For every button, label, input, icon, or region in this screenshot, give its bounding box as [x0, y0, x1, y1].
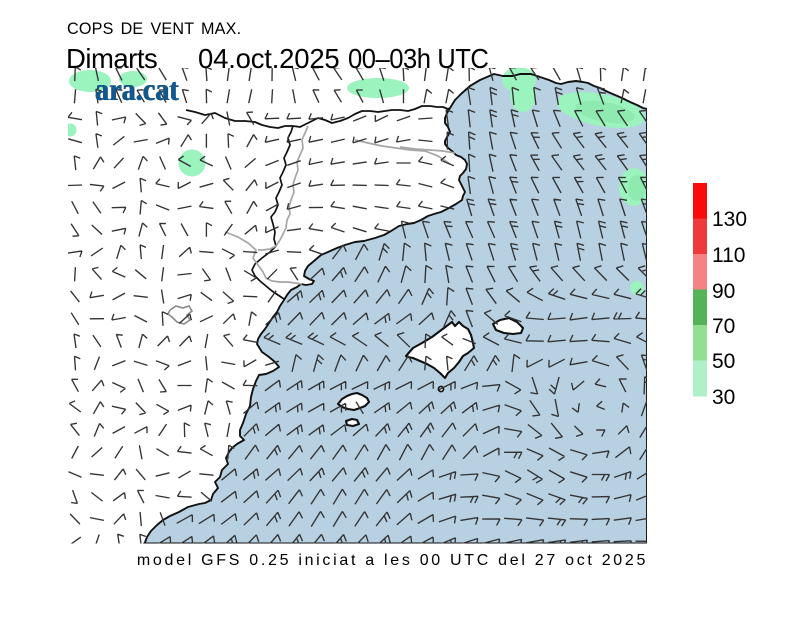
svg-text:110: 110: [712, 244, 745, 267]
svg-text:50: 50: [712, 350, 735, 373]
svg-text:30: 30: [712, 386, 735, 409]
svg-text:70: 70: [712, 315, 735, 338]
svg-text:130: 130: [712, 208, 747, 231]
svg-text:90: 90: [712, 280, 735, 303]
